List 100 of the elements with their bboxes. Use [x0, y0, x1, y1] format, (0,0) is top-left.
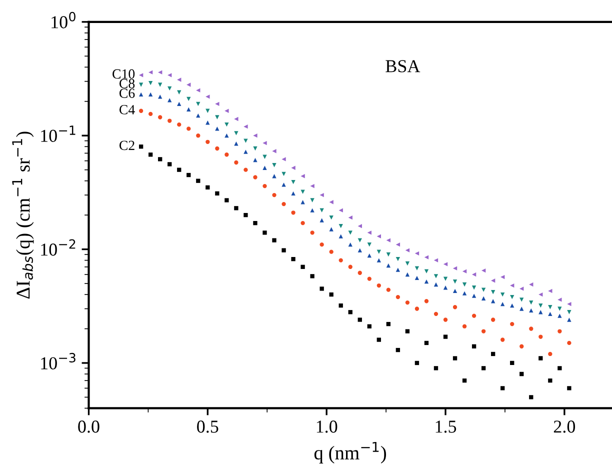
- point: [253, 158, 258, 162]
- y-tick-label: 10$^{0}$: [52, 12, 76, 28]
- point: [358, 270, 362, 275]
- point: [348, 242, 352, 247]
- point: [329, 200, 334, 204]
- point: [376, 234, 381, 238]
- point: [414, 251, 420, 256]
- x-tick-label: 0.5: [197, 420, 218, 433]
- point: [434, 366, 438, 370]
- point: [348, 230, 352, 235]
- point: [215, 102, 220, 106]
- point: [272, 174, 276, 178]
- point: [490, 352, 496, 356]
- point: [329, 227, 334, 232]
- x-axis-title: q (nm$^{−1}$): [314, 442, 386, 464]
- point: [529, 282, 534, 287]
- point: [234, 116, 238, 122]
- point: [405, 329, 410, 334]
- y-tick-label: 10$^{−1}$: [41, 126, 76, 142]
- series-label: C4: [119, 105, 135, 114]
- point: [472, 272, 476, 277]
- point: [291, 257, 296, 262]
- point: [452, 305, 458, 310]
- point: [215, 126, 220, 131]
- point: [481, 288, 486, 292]
- point: [414, 266, 420, 270]
- point: [206, 185, 210, 190]
- point: [358, 224, 362, 228]
- point: [224, 198, 229, 202]
- point: [148, 70, 153, 74]
- point: [272, 238, 276, 242]
- point: [272, 163, 276, 168]
- point: [282, 182, 286, 187]
- point: [481, 329, 486, 334]
- point: [386, 288, 391, 292]
- point: [405, 248, 410, 252]
- point: [158, 82, 162, 87]
- point: [538, 356, 543, 360]
- point: [262, 140, 267, 146]
- point: [538, 303, 543, 308]
- point: [396, 242, 400, 247]
- point: [434, 258, 438, 262]
- point: [272, 149, 276, 154]
- point: [282, 157, 286, 162]
- point: [386, 252, 391, 257]
- point: [338, 303, 343, 308]
- point: [520, 306, 524, 311]
- point: [529, 300, 534, 305]
- point: [196, 178, 200, 183]
- point: [510, 283, 514, 288]
- point: [148, 80, 153, 86]
- point: [548, 312, 552, 316]
- point: [138, 82, 144, 87]
- point: [481, 366, 486, 370]
- point: [443, 334, 448, 339]
- point: [168, 86, 172, 90]
- point: [234, 142, 238, 146]
- point: [206, 140, 210, 144]
- point: [253, 221, 258, 226]
- series-label: C2: [119, 140, 134, 150]
- point: [548, 288, 552, 294]
- point: [367, 254, 372, 258]
- point: [244, 150, 248, 154]
- point: [520, 298, 524, 302]
- point: [234, 160, 238, 165]
- x-tick-label: 0.0: [78, 420, 100, 433]
- point: [472, 294, 476, 298]
- point: [224, 108, 229, 113]
- point: [320, 218, 324, 222]
- point: [510, 360, 514, 366]
- point: [558, 329, 562, 334]
- point: [168, 118, 172, 123]
- point: [262, 184, 267, 188]
- point: [358, 238, 362, 242]
- point: [567, 386, 572, 390]
- point: [462, 282, 467, 287]
- y-tick-label: 10$^{−3}$: [41, 352, 76, 370]
- point: [358, 248, 362, 252]
- point: [186, 172, 191, 178]
- point: [282, 248, 286, 252]
- point: [253, 146, 258, 151]
- point: [510, 294, 514, 300]
- point: [529, 326, 534, 331]
- point: [186, 126, 191, 131]
- point: [396, 257, 400, 262]
- point: [529, 308, 534, 312]
- point: [490, 290, 496, 294]
- point: [558, 306, 562, 311]
- point: [329, 292, 334, 297]
- point: [310, 208, 314, 212]
- point: [320, 192, 324, 198]
- point: [481, 296, 486, 300]
- point: [538, 292, 543, 297]
- point: [138, 108, 144, 113]
- point: [490, 318, 496, 322]
- point: [452, 288, 458, 294]
- point: [329, 250, 334, 254]
- point: [500, 338, 505, 342]
- point: [262, 166, 267, 170]
- point: [158, 115, 162, 120]
